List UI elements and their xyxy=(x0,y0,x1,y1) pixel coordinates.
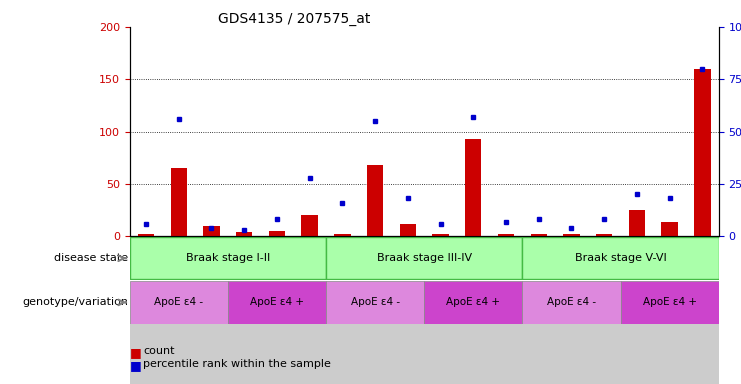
Bar xyxy=(334,234,350,236)
Bar xyxy=(130,237,326,280)
Text: percentile rank within the sample: percentile rank within the sample xyxy=(143,359,331,369)
Bar xyxy=(170,168,187,236)
Bar xyxy=(138,234,154,236)
Bar xyxy=(694,69,711,236)
Text: count: count xyxy=(143,346,175,356)
Bar xyxy=(326,281,424,324)
Text: ■: ■ xyxy=(130,359,142,372)
Text: ApoE ε4 -: ApoE ε4 - xyxy=(350,297,399,308)
Text: ■: ■ xyxy=(130,346,142,359)
Text: disease state: disease state xyxy=(54,253,128,263)
Bar xyxy=(522,281,620,324)
Bar xyxy=(498,234,514,236)
Text: Braak stage V-VI: Braak stage V-VI xyxy=(575,253,666,263)
Text: ApoE ε4 -: ApoE ε4 - xyxy=(547,297,596,308)
Bar xyxy=(367,165,383,236)
Text: ApoE ε4 -: ApoE ε4 - xyxy=(154,297,203,308)
Bar xyxy=(228,281,326,324)
Bar xyxy=(563,234,579,236)
Bar xyxy=(203,226,219,236)
Text: ApoE ε4 +: ApoE ε4 + xyxy=(642,297,697,308)
Bar xyxy=(130,281,228,324)
Text: ApoE ε4 +: ApoE ε4 + xyxy=(250,297,304,308)
Bar xyxy=(531,234,547,236)
Bar xyxy=(433,234,449,236)
Text: Braak stage III-IV: Braak stage III-IV xyxy=(376,253,472,263)
Text: genotype/variation: genotype/variation xyxy=(22,297,128,308)
Bar xyxy=(399,223,416,236)
Bar xyxy=(326,237,522,280)
Bar xyxy=(465,139,482,236)
Text: ApoE ε4 +: ApoE ε4 + xyxy=(446,297,500,308)
Bar xyxy=(620,281,719,324)
Bar xyxy=(522,237,719,280)
Bar xyxy=(424,281,522,324)
Bar xyxy=(302,215,318,236)
Bar xyxy=(629,210,645,236)
Bar xyxy=(269,231,285,236)
Bar xyxy=(662,222,678,236)
Text: Braak stage I-II: Braak stage I-II xyxy=(186,253,270,263)
Bar xyxy=(236,232,253,236)
Bar xyxy=(596,234,612,236)
Text: GDS4135 / 207575_at: GDS4135 / 207575_at xyxy=(218,12,370,26)
